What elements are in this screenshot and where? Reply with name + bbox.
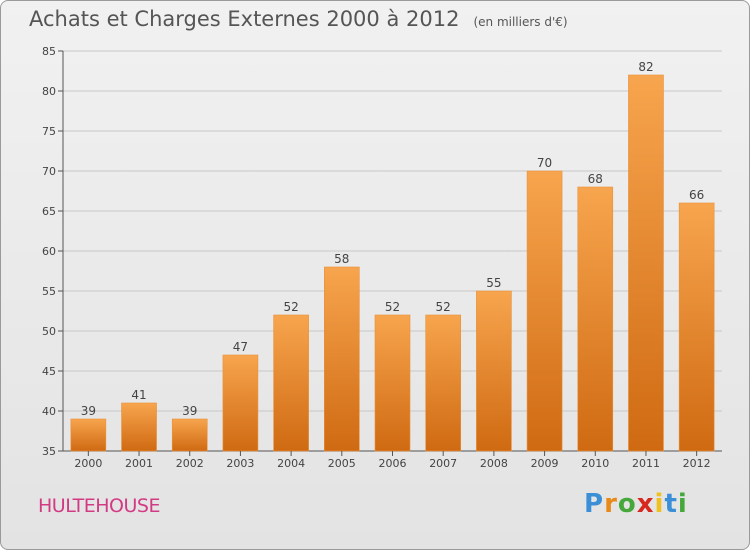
x-tick-label: 2000 — [74, 457, 102, 470]
logo-letter: x — [636, 489, 655, 519]
logo-letter: t — [664, 489, 678, 519]
x-tick-label: 2010 — [581, 457, 609, 470]
bar — [70, 418, 107, 452]
x-tick-label: 2004 — [277, 457, 305, 470]
bar — [222, 354, 259, 452]
x-tick-label: 2011 — [632, 457, 660, 470]
bar — [374, 314, 411, 452]
bar — [476, 290, 512, 452]
data-label: 82 — [638, 60, 653, 74]
x-tick-label: 2001 — [125, 457, 153, 470]
chart-subtitle: (en milliers d'€) — [473, 15, 568, 29]
x-tick-label: 2009 — [531, 457, 559, 470]
logo-letter: i — [654, 489, 665, 519]
logo-letter: o — [617, 489, 637, 519]
y-tick-label: 40 — [42, 405, 56, 418]
data-label: 55 — [486, 276, 501, 290]
data-label: 68 — [588, 172, 603, 186]
data-label: 52 — [283, 300, 298, 314]
logo-letter: i — [677, 489, 688, 519]
y-tick-label: 80 — [42, 85, 56, 98]
data-label: 39 — [81, 404, 96, 418]
logo-letter: P — [584, 489, 605, 519]
data-label: 58 — [334, 252, 349, 266]
x-tick-label: 2005 — [328, 457, 356, 470]
bar — [577, 186, 614, 452]
data-label: 70 — [537, 156, 552, 170]
x-tick-label: 2008 — [480, 457, 508, 470]
location-name: HULTEHOUSE — [38, 495, 161, 517]
data-label: 47 — [233, 340, 248, 354]
x-tick-label: 2006 — [379, 457, 407, 470]
bar — [273, 314, 309, 452]
y-tick-label: 85 — [42, 45, 56, 58]
y-tick-label: 60 — [42, 245, 56, 258]
bar — [526, 170, 563, 452]
y-tick-label: 50 — [42, 325, 56, 338]
data-label: 41 — [131, 388, 146, 402]
y-tick-label: 75 — [42, 125, 56, 138]
chart-title-text: Achats et Charges Externes 2000 à 2012 — [29, 7, 460, 31]
bar — [678, 202, 715, 452]
data-label: 39 — [182, 404, 197, 418]
bar — [121, 402, 157, 452]
y-tick-label: 70 — [42, 165, 56, 178]
y-tick-label: 65 — [42, 205, 56, 218]
data-label: 52 — [385, 300, 400, 314]
x-tick-label: 2002 — [176, 457, 204, 470]
x-tick-label: 2012 — [683, 457, 711, 470]
chart-title: Achats et Charges Externes 2000 à 2012 (e… — [29, 7, 568, 31]
y-tick-label: 55 — [42, 285, 56, 298]
data-label: 52 — [436, 300, 451, 314]
bar — [171, 418, 208, 452]
bar — [628, 74, 664, 452]
x-tick-label: 2003 — [226, 457, 254, 470]
bar — [425, 314, 461, 452]
proxiti-logo: Proxiti — [584, 489, 688, 519]
bar — [324, 266, 360, 452]
y-tick-label: 35 — [42, 445, 56, 458]
x-tick-label: 2007 — [429, 457, 457, 470]
data-label: 66 — [689, 188, 704, 202]
logo-letter: r — [604, 489, 618, 519]
y-tick-label: 45 — [42, 365, 56, 378]
